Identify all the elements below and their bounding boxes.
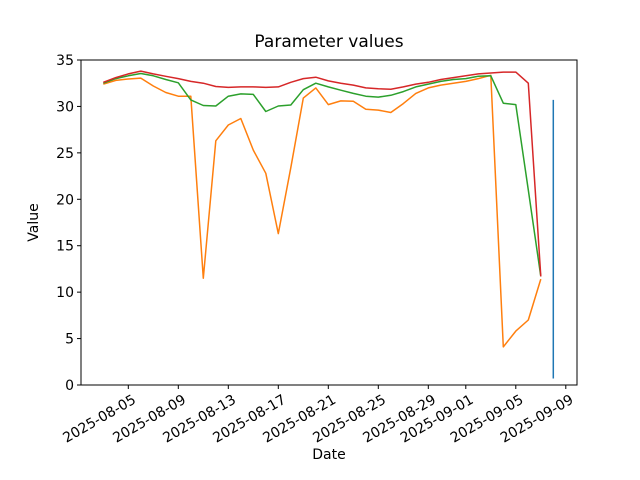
- series-green-line: [103, 72, 542, 277]
- y-tick-label: 30: [56, 99, 74, 115]
- y-tick-label: 10: [56, 285, 74, 301]
- y-tick-label: 25: [56, 146, 74, 162]
- series-red-line: [103, 70, 542, 277]
- axes-box: [80, 59, 578, 386]
- y-tick-label: 0: [65, 378, 74, 394]
- x-axis-label: Date: [312, 447, 345, 463]
- y-tick-label: 20: [56, 192, 74, 208]
- chart-title: Parameter values: [254, 32, 403, 52]
- y-axis-label: Value: [26, 203, 42, 241]
- y-tick-label: 5: [65, 332, 74, 348]
- series-orange-line: [103, 74, 542, 348]
- y-tick-label: 15: [56, 239, 74, 255]
- y-tick-label: 35: [56, 53, 74, 69]
